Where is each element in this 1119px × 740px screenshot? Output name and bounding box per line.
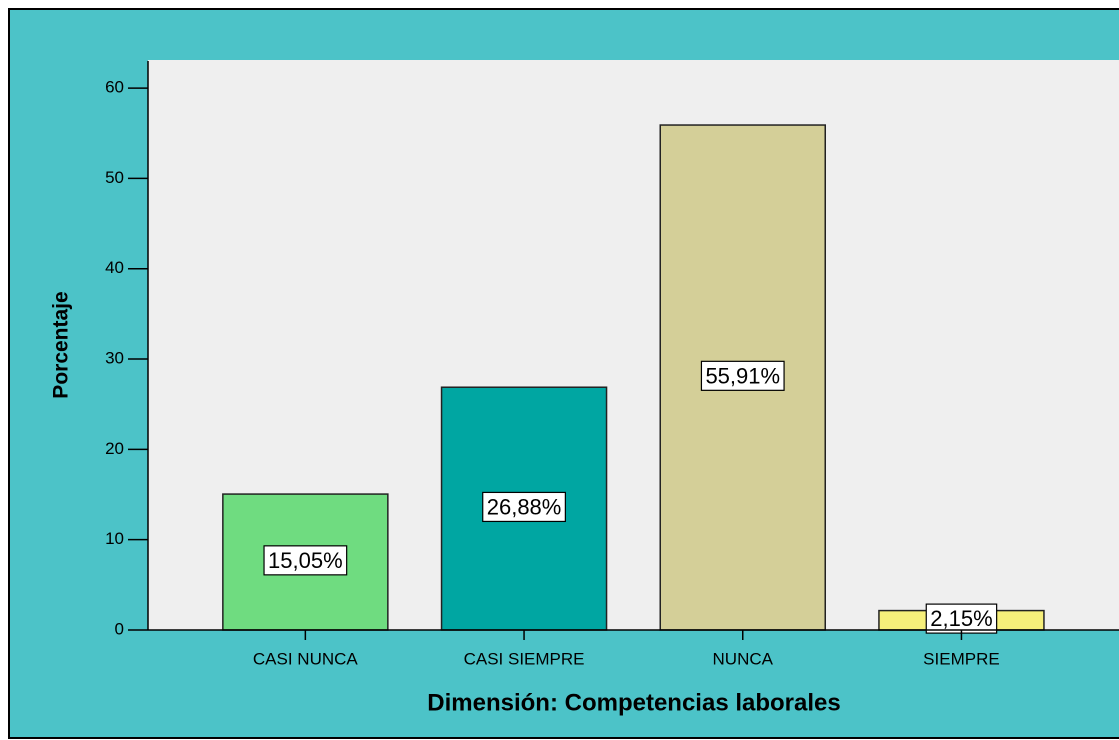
y-tick-label: 30 [105, 349, 124, 368]
value-label-box [482, 491, 566, 523]
y-axis-label: Porcentaje [50, 291, 73, 398]
x-tick-label: CASI SIEMPRE [464, 649, 585, 668]
y-tick-label: 0 [115, 619, 124, 638]
y-tick-label: 40 [105, 258, 124, 277]
y-tick-label: 50 [105, 168, 124, 187]
value-label-box [263, 545, 348, 576]
x-tick-label: CASI NUNCA [253, 649, 359, 668]
x-axis-label: Dimensión: Competencias laborales [427, 689, 840, 716]
y-tick-label: 10 [105, 529, 124, 548]
value-label-box [700, 360, 785, 391]
x-tick-label: NUNCA [713, 649, 774, 668]
x-tick-label: SIEMPRE [923, 649, 1000, 668]
value-label: 2,15% [930, 606, 992, 631]
y-tick-label: 20 [105, 439, 124, 458]
value-label: 26,88% [487, 494, 562, 519]
value-label: 55,91% [705, 363, 780, 388]
value-label: 15,05% [268, 548, 343, 573]
value-label-box [925, 603, 998, 634]
y-tick-label: 60 [105, 78, 124, 97]
